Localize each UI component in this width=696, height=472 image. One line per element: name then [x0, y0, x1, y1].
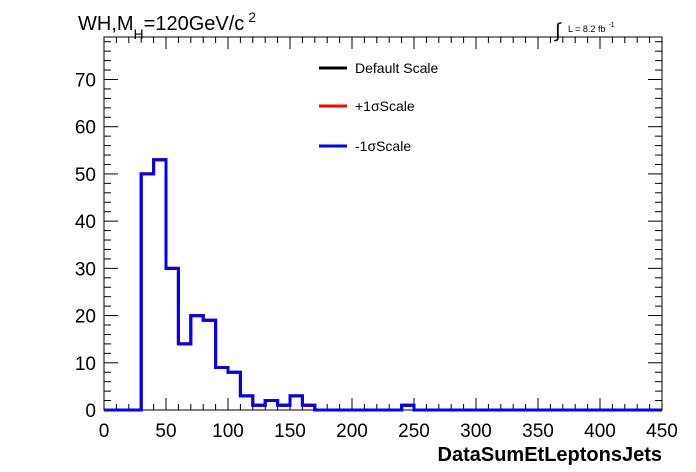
histogram-line-2: [104, 158, 662, 412]
y-tick-label: 0: [85, 401, 96, 422]
legend-label-default: Default Scale: [355, 60, 438, 76]
x-tick-label: 250: [398, 421, 430, 442]
y-tick-label: 70: [75, 70, 96, 91]
y-tick-label: 30: [75, 259, 96, 280]
legend-entry-plus-sigma: +1σScale: [319, 98, 415, 114]
title-superscript: 2: [248, 9, 256, 25]
legend-entry-minus-sigma: -1σScale: [319, 138, 411, 154]
y-tick-label: 20: [75, 307, 96, 328]
y-tick-label: 60: [75, 118, 96, 139]
x-axis-title: DataSumEtLeptonsJets: [438, 444, 663, 466]
lumi-text: L = 8.2 fb: [568, 24, 605, 34]
y-tick-label: 50: [75, 165, 96, 186]
lumi-integral-sign: ∫: [554, 20, 562, 42]
plot-title: WH,MH=120GeV/c 2: [78, 9, 256, 42]
title-prefix: WH,M: [78, 13, 134, 35]
x-tick-label: 450: [646, 421, 678, 442]
legend: Default Scale +1σScale -1σScale: [319, 60, 438, 154]
x-tick-label: 100: [212, 421, 244, 442]
legend-label-minus-sigma: -1σScale: [355, 138, 411, 154]
y-tick-label: 40: [75, 212, 96, 233]
y-tick-label: 10: [75, 354, 96, 375]
x-tick-label: 400: [584, 421, 616, 442]
histogram-series: [104, 158, 662, 412]
title-suffix: =120GeV/c: [144, 13, 245, 35]
y-axis: 0 10 20 30 40 50 60 70: [75, 41, 662, 422]
x-tick-label: 200: [336, 421, 368, 442]
lumi-label: L = 8.2 fb -1: [568, 22, 615, 34]
x-tick-label: 300: [460, 421, 492, 442]
x-tick-label: 150: [274, 421, 306, 442]
x-tick-label: 0: [99, 421, 110, 442]
x-tick-label: 50: [155, 421, 176, 442]
legend-label-plus-sigma: +1σScale: [355, 98, 415, 114]
legend-entry-default: Default Scale: [319, 60, 438, 76]
lumi-superscript: -1: [608, 22, 614, 29]
title-subscript: H: [134, 26, 144, 42]
x-tick-label: 350: [522, 421, 554, 442]
x-axis: 0 50 100 150 200 250 300 350 400 450: [99, 37, 678, 442]
